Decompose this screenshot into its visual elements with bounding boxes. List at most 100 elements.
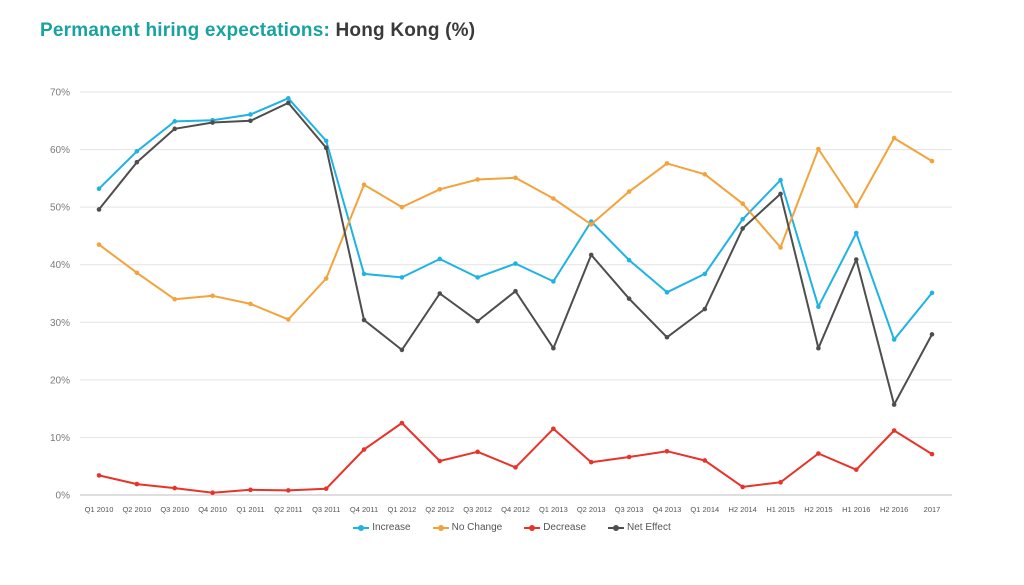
- data-point-decrease: [929, 451, 935, 457]
- data-point-increase: [134, 148, 140, 154]
- data-point-increase: [323, 138, 329, 144]
- data-point-increase: [551, 279, 556, 284]
- y-tick-label: 20%: [50, 375, 70, 386]
- data-point-decrease: [210, 490, 215, 495]
- legend-label: Decrease: [543, 522, 587, 533]
- legend-label: Net Effect: [627, 522, 671, 533]
- data-point-net-effect: [816, 345, 821, 351]
- legend-item-increase: Increase: [353, 522, 411, 533]
- x-tick-label: Q3 2013: [615, 505, 644, 514]
- data-point-increase: [513, 261, 518, 266]
- x-tick-label: Q3 2010: [160, 505, 189, 514]
- data-point-net-effect: [513, 288, 518, 294]
- data-point-increase: [248, 112, 253, 117]
- data-point-net-effect: [891, 402, 897, 407]
- x-tick-label: Q3 2011: [312, 505, 340, 514]
- data-point-net-effect: [286, 100, 291, 106]
- data-point-no-change: [816, 146, 821, 152]
- data-point-no-change: [96, 242, 102, 247]
- data-point-decrease: [891, 428, 897, 433]
- data-point-increase: [778, 177, 783, 183]
- x-tick-label: Q3 2012: [463, 505, 492, 514]
- data-point-increase: [816, 304, 821, 310]
- data-point-decrease: [853, 467, 859, 472]
- data-point-no-change: [626, 189, 632, 194]
- data-point-increase: [399, 275, 405, 280]
- data-point-increase: [853, 230, 859, 236]
- data-point-no-change: [248, 301, 253, 307]
- y-tick-label: 70%: [50, 88, 70, 99]
- x-tick-label: H1 2015: [766, 505, 794, 514]
- data-point-net-effect: [664, 334, 670, 340]
- data-point-no-change: [361, 182, 367, 187]
- x-tick-label: Q4 2012: [501, 505, 530, 514]
- data-point-net-effect: [475, 318, 480, 324]
- data-point-decrease: [513, 465, 518, 470]
- data-point-net-effect: [778, 191, 783, 197]
- data-point-no-change: [286, 317, 291, 322]
- data-point-net-effect: [361, 317, 367, 323]
- data-point-increase: [891, 337, 897, 342]
- data-point-increase: [172, 119, 178, 124]
- data-point-decrease: [626, 454, 632, 460]
- x-tick-label: Q4 2011: [350, 505, 378, 514]
- x-tick-label: 2017: [924, 505, 941, 514]
- data-point-decrease: [778, 480, 783, 485]
- data-point-decrease: [96, 473, 102, 478]
- data-point-net-effect: [96, 207, 102, 212]
- chart-title-subject: Hong Kong (%): [335, 20, 476, 41]
- x-tick-label: H2 2015: [804, 505, 832, 514]
- x-tick-label: H1 2016: [842, 505, 870, 514]
- data-point-net-effect: [929, 332, 935, 337]
- data-point-net-effect: [172, 126, 178, 132]
- legend-item-net-effect: Net Effect: [608, 522, 671, 533]
- data-point-decrease: [286, 488, 291, 493]
- data-point-decrease: [816, 451, 821, 456]
- data-point-decrease: [702, 458, 708, 463]
- data-point-no-change: [891, 135, 897, 141]
- chart-title: Permanent hiring expectations: Hong Kong…: [40, 20, 475, 42]
- series-no-change: [96, 135, 935, 322]
- y-tick-label: 60%: [50, 145, 70, 156]
- x-tick-label: Q1 2013: [539, 505, 568, 514]
- legend-swatch: [524, 524, 541, 532]
- data-point-no-change: [740, 201, 745, 206]
- data-point-no-change: [588, 222, 594, 227]
- data-point-net-effect: [551, 345, 556, 351]
- data-point-decrease: [134, 481, 140, 487]
- data-point-decrease: [664, 448, 670, 454]
- data-point-decrease: [740, 484, 745, 490]
- x-tick-label: Q2 2010: [122, 505, 151, 514]
- legend-label: No Change: [451, 522, 503, 533]
- data-point-net-effect: [248, 118, 253, 124]
- data-point-no-change: [475, 177, 480, 182]
- x-tick-label: Q2 2013: [577, 505, 606, 514]
- data-point-net-effect: [702, 306, 708, 312]
- series-line-decrease: [98, 422, 933, 494]
- x-axis-ticks: Q1 2010 Q2 2010 Q3 2010 Q4 2010 Q1 2011 Q2 20…: [85, 505, 941, 514]
- series-line-net-effect: [98, 101, 933, 406]
- data-point-no-change: [172, 296, 178, 302]
- legend-label: Increase: [372, 522, 411, 533]
- x-tick-label: H2 2014: [729, 505, 757, 514]
- data-point-net-effect: [399, 347, 405, 353]
- data-point-no-change: [323, 276, 329, 281]
- legend-swatch: [353, 524, 370, 532]
- x-tick-label: Q4 2010: [198, 505, 227, 514]
- data-point-net-effect: [588, 252, 594, 258]
- y-tick-label: 40%: [50, 260, 70, 271]
- legend: Increase No Change Decrease Net Effect: [0, 522, 1024, 533]
- data-point-no-change: [437, 186, 443, 192]
- legend-swatch: [432, 524, 449, 532]
- data-point-decrease: [475, 449, 480, 455]
- data-point-increase: [437, 256, 443, 262]
- data-point-net-effect: [437, 291, 443, 296]
- y-tick-label: 30%: [50, 318, 70, 329]
- data-point-net-effect: [323, 145, 329, 151]
- x-tick-label: Q2 2012: [425, 505, 454, 514]
- data-point-increase: [664, 290, 670, 295]
- series-net-effect: [96, 100, 935, 407]
- series-lines: [96, 96, 935, 495]
- data-point-no-change: [399, 204, 405, 210]
- data-point-decrease: [437, 458, 443, 464]
